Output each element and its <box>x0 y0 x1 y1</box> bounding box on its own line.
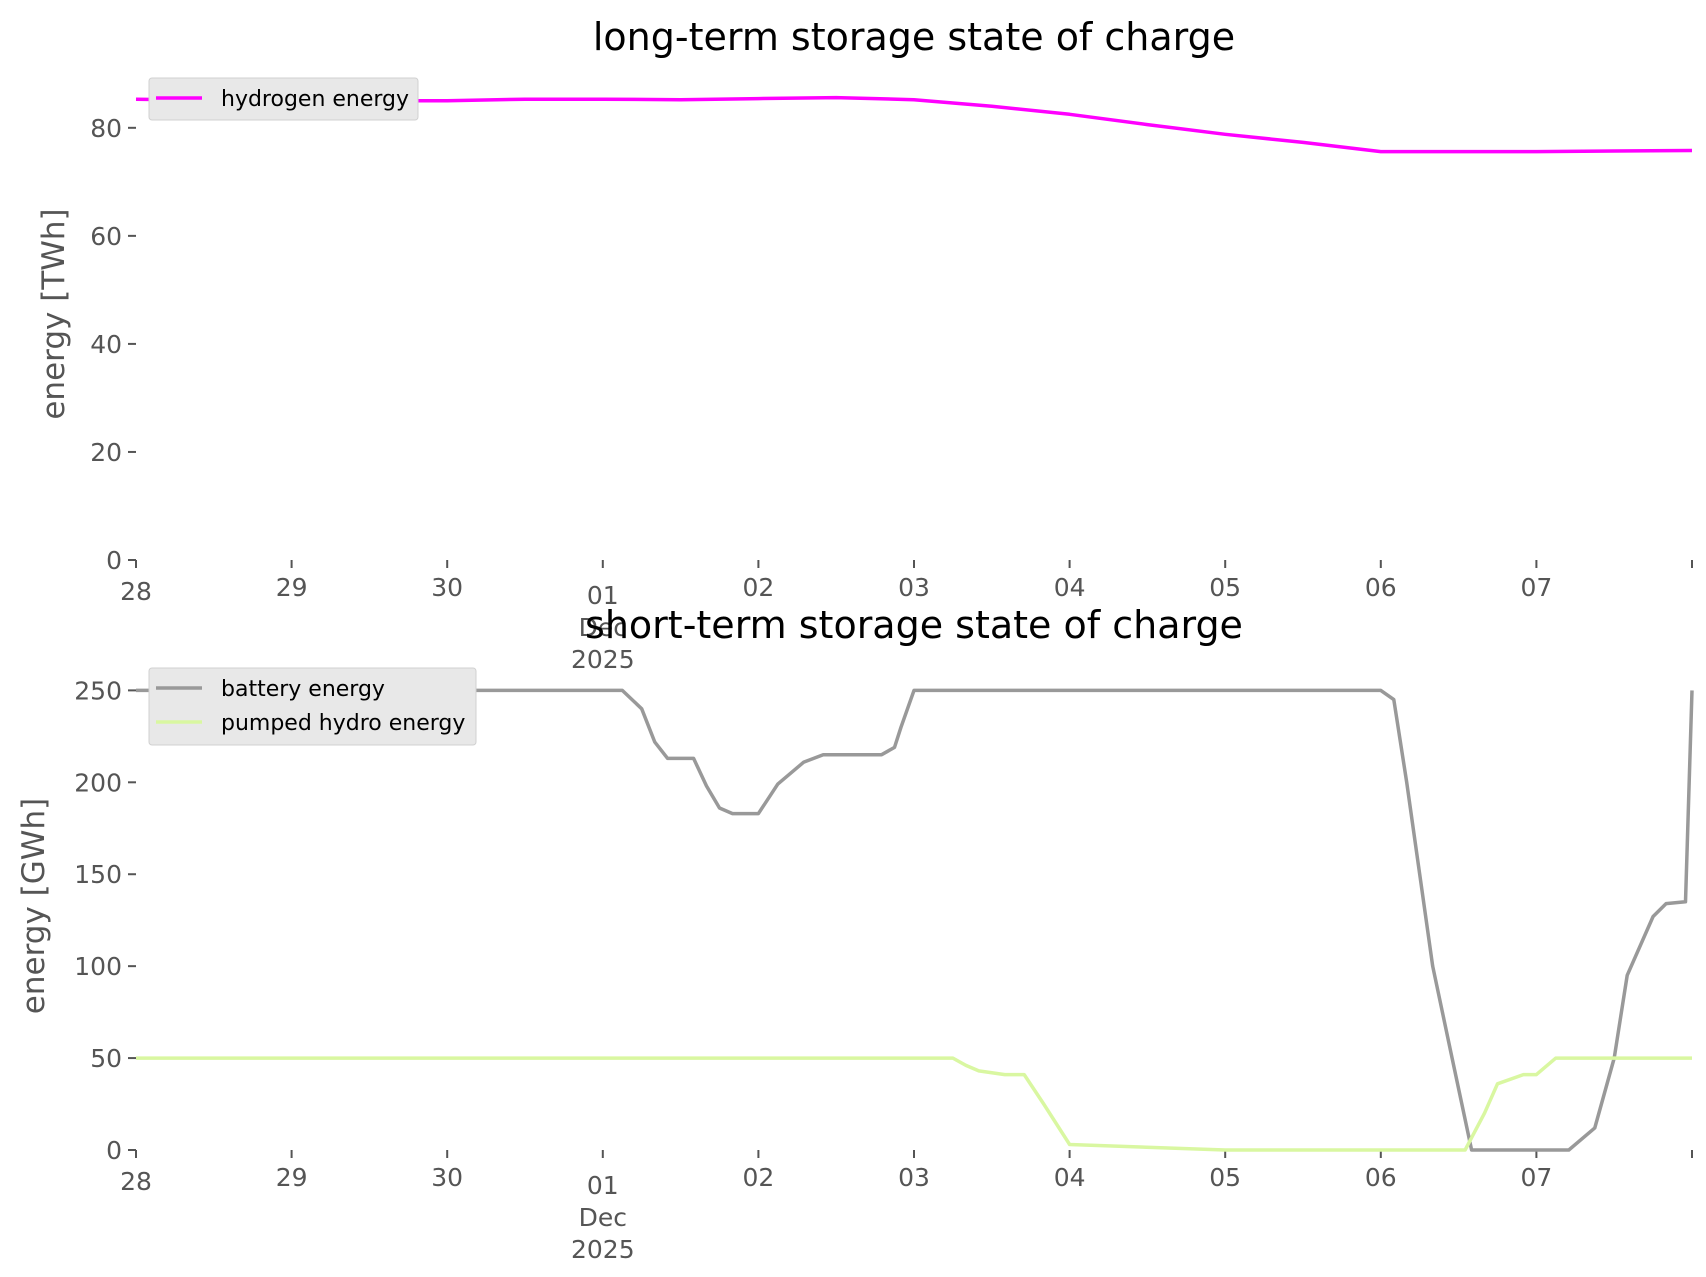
series-line-pumped-hydro-energy <box>136 1056 1692 1152</box>
y-axis-label: energy [TWh] <box>36 208 72 419</box>
x-tick-label: 28 <box>120 1167 152 1196</box>
x-tick-label: 01 Dec 2025 <box>571 581 635 674</box>
x-tick-label: 06 <box>1365 573 1397 602</box>
legend-box <box>148 667 477 746</box>
y-tick-label: 200 <box>74 768 122 797</box>
legend-box <box>148 77 419 121</box>
x-tick-label: 30 <box>431 573 463 602</box>
x-tick-label: 07 <box>1520 1163 1552 1192</box>
short-term-storage-chart: short-term storage state of charge energ… <box>16 603 1694 1264</box>
x-tick-label: 07 <box>1520 573 1552 602</box>
y-tick-label: 60 <box>90 222 122 251</box>
x-tick-label: 03 <box>898 1163 930 1192</box>
y-tick-label: 50 <box>90 1044 122 1073</box>
x-tick-label: 29 <box>276 573 308 602</box>
chart-title: short-term storage state of charge <box>585 603 1243 647</box>
y-tick-label: 250 <box>74 676 122 705</box>
x-tick-label: 01 Dec 2025 <box>571 1171 635 1264</box>
y-tick-label: 40 <box>90 330 122 359</box>
series-line-battery-energy <box>136 688 1694 1152</box>
plot-area: 0 50 100 150 200 250 28 29 30 01 Dec 2025 02 03 04 05 06… <box>74 676 1694 1264</box>
y-tick-label: 20 <box>90 438 122 467</box>
chart-title: long-term storage state of charge <box>593 15 1235 59</box>
legend: hydrogen energy <box>148 77 419 121</box>
y-axis-label: energy [GWh] <box>16 798 52 1014</box>
x-tick-label: 02 <box>742 1163 774 1192</box>
y-tick-label: 150 <box>74 860 122 889</box>
legend-label: pumped hydro energy <box>221 711 465 736</box>
legend-label: hydrogen energy <box>221 87 409 112</box>
x-tick-label: 04 <box>1054 1163 1086 1192</box>
legend-label: battery energy <box>221 677 385 702</box>
y-tick-label: 100 <box>74 952 122 981</box>
x-tick-label: 29 <box>276 1163 308 1192</box>
x-tick-label: 04 <box>1054 573 1086 602</box>
y-tick-label: 0 <box>106 546 122 575</box>
x-tick-label: 06 <box>1365 1163 1397 1192</box>
x-tick-label: 28 <box>120 577 152 606</box>
x-tick-label: 05 <box>1209 1163 1241 1192</box>
long-term-storage-chart: long-term storage state of charge energy… <box>36 15 1693 674</box>
x-tick-label: 05 <box>1209 573 1241 602</box>
y-tick-label: 80 <box>90 114 122 143</box>
y-tick-label: 0 <box>106 1136 122 1165</box>
series-line-hydrogen-energy <box>135 95 1693 154</box>
x-tick-label: 03 <box>898 573 930 602</box>
x-tick-label: 02 <box>742 573 774 602</box>
plot-area: 0 20 40 60 80 28 29 30 01 Dec 2025 02 03 04 05 06 07 <box>90 95 1693 674</box>
legend: battery energy pumped hydro energy <box>148 667 477 746</box>
x-tick-label: 30 <box>431 1163 463 1192</box>
